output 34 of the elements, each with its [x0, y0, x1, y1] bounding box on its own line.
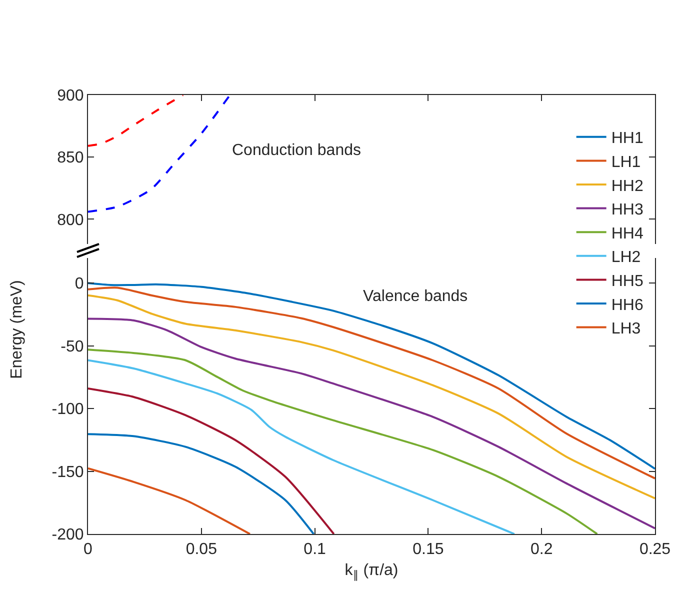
x-axis-title: k$_{∥}$ (π/a) — [344, 562, 398, 582]
x-tick-label: 0.2 — [530, 541, 553, 558]
legend-label: HH2 — [611, 178, 644, 195]
legend-label: HH5 — [611, 272, 644, 290]
legend-label: LH2 — [611, 249, 641, 266]
line-series — [88, 348, 598, 534]
y-tick-label: 800 — [57, 212, 84, 229]
x-tick-label: 0.25 — [639, 541, 671, 558]
line-series — [88, 359, 516, 534]
line-series — [88, 387, 335, 534]
line-series — [88, 467, 251, 534]
y-tick-label: 900 — [57, 88, 84, 105]
x-tick-label: 0.05 — [186, 541, 218, 558]
x-tick-label: 0.15 — [412, 541, 444, 558]
y-tick-label: -150 — [52, 464, 84, 481]
annotation: Valence bands — [363, 288, 468, 305]
y-tick-label: 850 — [57, 150, 84, 167]
legend-label: HH3 — [611, 202, 644, 219]
legend-label: HH4 — [611, 225, 644, 242]
y-axis-title: Energy (meV) — [8, 280, 26, 379]
legend-label: LH3 — [611, 320, 641, 338]
y-tick-label: -50 — [60, 338, 84, 356]
line-series — [88, 95, 184, 147]
line-series — [88, 318, 655, 530]
legend-label: HH6 — [611, 296, 644, 314]
y-tick-label: -100 — [52, 401, 84, 418]
line-series — [88, 95, 231, 213]
legend-label: HH1 — [611, 130, 644, 148]
y-tick-label: 0 — [74, 276, 84, 293]
annotation: Conduction bands — [232, 142, 361, 159]
line-series — [88, 433, 315, 534]
y-tick-label: -200 — [52, 526, 84, 544]
legend-label: LH1 — [611, 154, 641, 171]
x-tick-label: 0.1 — [304, 541, 326, 558]
